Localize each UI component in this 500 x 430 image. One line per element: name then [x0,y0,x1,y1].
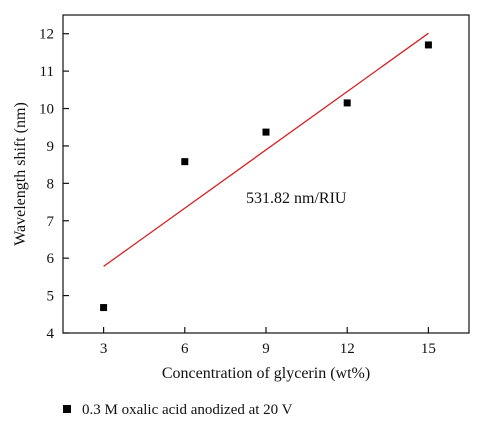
y-tick-label: 5 [47,289,55,305]
y-tick-label: 9 [47,139,55,155]
y-tick-label: 11 [40,64,54,80]
x-tick-label: 6 [181,341,189,357]
data-point [343,99,351,107]
y-axis-ticks: 4 5 6 7 8 9 10 11 12 [39,27,69,342]
x-axis-title: Concentration of glycerin (wt%) [162,365,370,382]
x-tick-label: 9 [262,341,270,357]
x-tick-label: 15 [421,341,436,357]
y-tick-label: 8 [47,176,55,192]
data-point [181,158,189,166]
y-axis-title: Wavelength shift (nm) [12,102,29,246]
linear-fit-line [103,32,429,267]
sensitivity-annotation: 531.82 nm/RIU [246,190,347,207]
legend-label: 0.3 M oxalic acid anodized at 20 V [82,402,293,418]
y-tick-label: 4 [47,326,55,342]
data-point [262,128,270,136]
x-axis-ticks: 3 6 9 12 15 [100,327,436,357]
data-point [424,41,432,49]
legend-marker [63,405,71,413]
y-tick-label: 6 [47,251,55,267]
x-tick-label: 3 [100,341,108,357]
data-points [100,41,432,312]
plot-frame [62,14,470,334]
y-tick-label: 12 [39,27,54,43]
data-point [100,304,108,312]
y-tick-label: 10 [39,102,54,118]
y-tick-label: 7 [47,214,55,230]
fit-line-group [103,32,429,267]
x-tick-label: 12 [340,341,355,357]
